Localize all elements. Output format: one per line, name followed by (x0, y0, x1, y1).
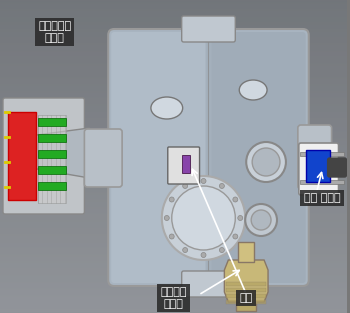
Bar (238, 242, 254, 262)
Circle shape (201, 253, 206, 258)
Bar (226, 288, 266, 292)
Bar (38, 134, 65, 142)
Circle shape (219, 183, 224, 188)
Bar (226, 294, 266, 298)
Ellipse shape (151, 97, 183, 119)
Bar (38, 115, 65, 203)
FancyBboxPatch shape (182, 271, 235, 297)
Circle shape (172, 186, 235, 250)
Circle shape (162, 176, 245, 260)
Circle shape (252, 148, 280, 176)
Bar (300, 180, 344, 184)
FancyBboxPatch shape (84, 129, 122, 187)
Polygon shape (14, 128, 89, 178)
FancyBboxPatch shape (205, 32, 306, 283)
Circle shape (246, 142, 286, 182)
Ellipse shape (239, 80, 267, 100)
Circle shape (233, 234, 238, 239)
FancyBboxPatch shape (328, 158, 346, 177)
FancyBboxPatch shape (108, 29, 309, 286)
Circle shape (201, 178, 206, 183)
Text: 기판 가열기: 기판 가열기 (304, 193, 341, 203)
Bar (38, 182, 65, 190)
Circle shape (238, 215, 243, 220)
Text: 기판: 기판 (240, 293, 253, 303)
Text: 중성입자빔
발생원: 중성입자빔 발생원 (38, 21, 71, 43)
FancyBboxPatch shape (111, 32, 211, 283)
Circle shape (169, 234, 174, 239)
Bar (38, 150, 65, 158)
Bar (300, 152, 344, 156)
Bar (236, 303, 256, 311)
FancyBboxPatch shape (168, 147, 200, 184)
Circle shape (183, 183, 188, 188)
Bar (38, 166, 65, 174)
Circle shape (183, 248, 188, 253)
Bar (226, 282, 266, 286)
FancyBboxPatch shape (299, 143, 338, 195)
Bar (182, 155, 190, 173)
Circle shape (219, 248, 224, 253)
Circle shape (164, 215, 169, 220)
Bar (38, 118, 65, 126)
Circle shape (169, 197, 174, 202)
Text: 고체원소
공급원: 고체원소 공급원 (161, 287, 187, 309)
Bar (8, 112, 36, 200)
FancyBboxPatch shape (298, 125, 331, 189)
Circle shape (233, 197, 238, 202)
Polygon shape (224, 260, 268, 302)
FancyBboxPatch shape (3, 98, 84, 214)
Bar (226, 300, 266, 304)
Circle shape (245, 204, 277, 236)
FancyBboxPatch shape (182, 16, 235, 42)
Bar (306, 150, 330, 182)
Circle shape (251, 210, 271, 230)
